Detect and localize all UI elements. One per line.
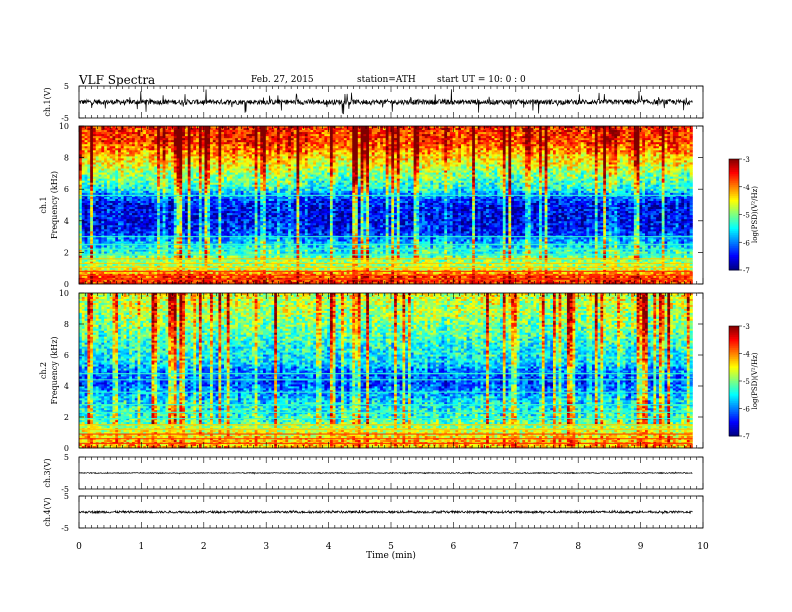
ch1-waveform-trace <box>79 89 692 114</box>
chart-canvas: 5-5ch.1(V)0246810ch.1 Frequency (kHz)-3-4… <box>0 0 792 612</box>
ch1-spectrogram-cells <box>79 126 693 284</box>
vlf-spectra-figure: VLF Spectra Feb. 27, 2015 station=ATH st… <box>0 0 792 612</box>
y-tick-label: 5 <box>64 82 69 91</box>
ch1-waveform-ylabel: ch.1(V) <box>43 87 52 116</box>
